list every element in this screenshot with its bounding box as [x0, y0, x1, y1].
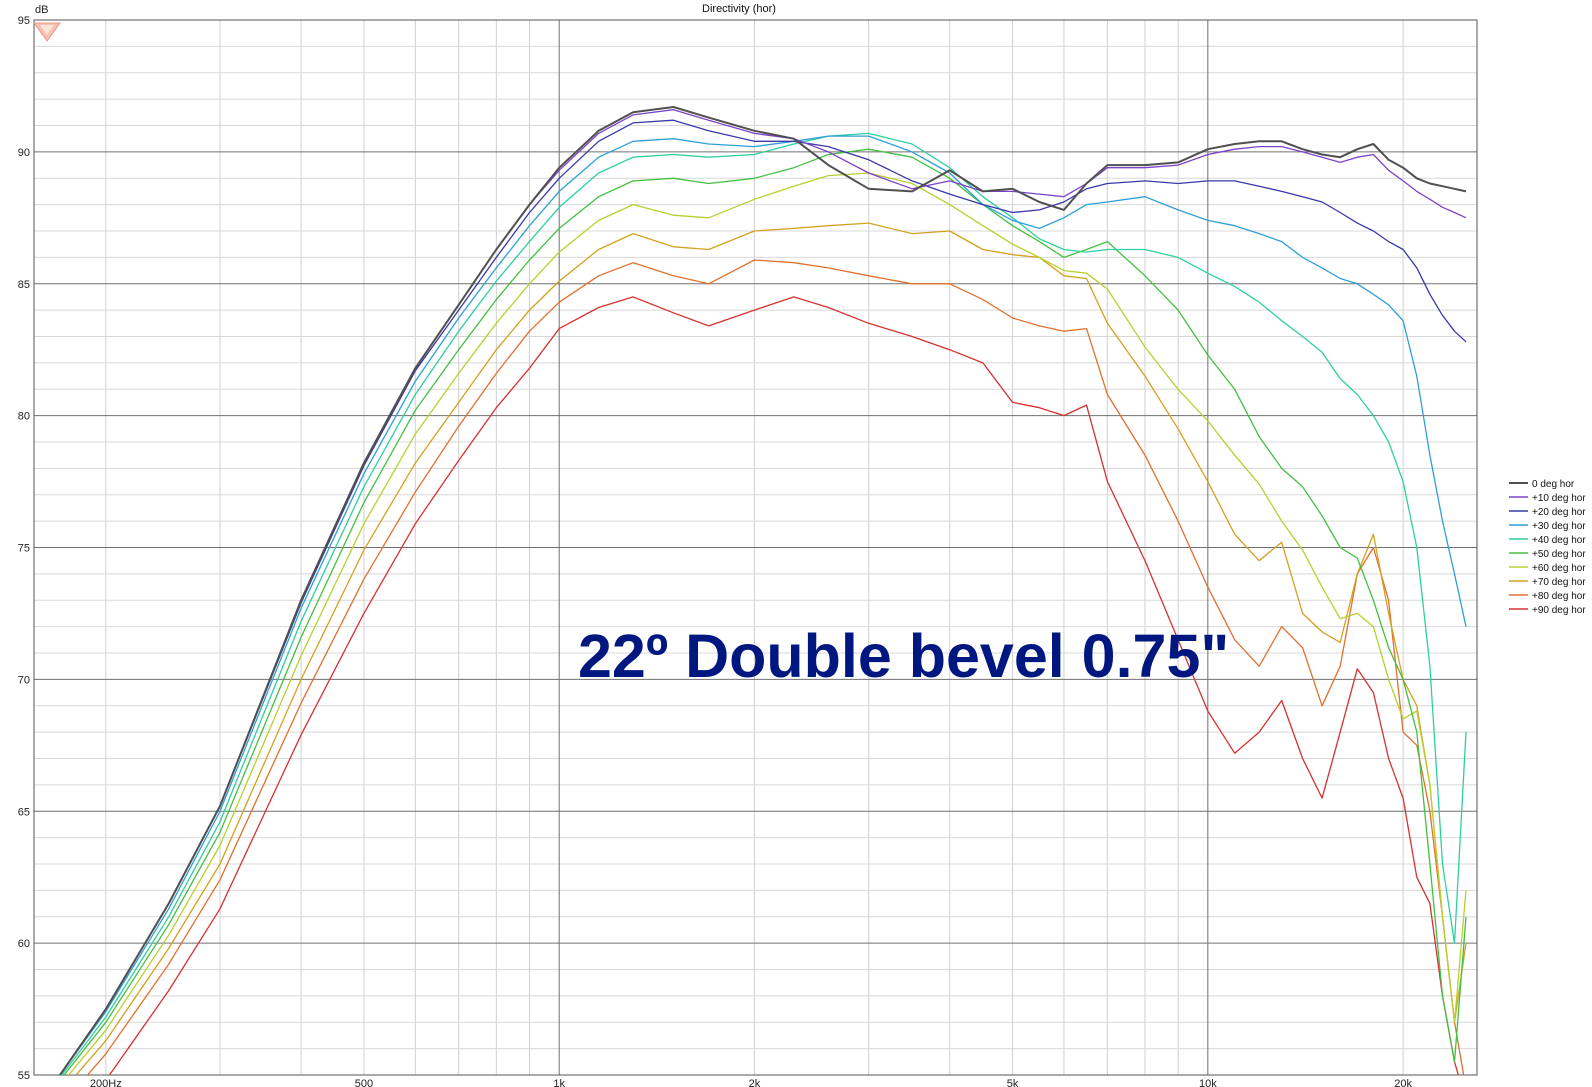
legend-label: +70 deg hor	[1532, 577, 1586, 588]
y-tick-label: 80	[18, 411, 30, 423]
series-line-0-deg-hor	[59, 106, 1467, 1075]
legend-label: +10 deg hor	[1532, 493, 1586, 504]
y-tick-label: 55	[18, 1070, 30, 1082]
x-tick-label: 1k	[553, 1078, 565, 1087]
y-axis-ticks: 95 90 85 80 75 70 65 60 55	[18, 15, 30, 1082]
series-line--90-deg-hor	[108, 296, 1460, 1075]
legend-label: +30 deg hor	[1532, 521, 1586, 532]
chart-title: Directivity (hor)	[702, 3, 776, 15]
x-tick-label: 10k	[1199, 1078, 1217, 1087]
legend-label: 0 deg hor	[1532, 479, 1575, 490]
legend-label: +60 deg hor	[1532, 563, 1586, 574]
series-layer	[59, 106, 1467, 1075]
x-tick-label: 20k	[1394, 1078, 1412, 1087]
y-tick-label: 90	[18, 147, 30, 159]
y-tick-label: 85	[18, 279, 30, 291]
logo-icon	[33, 22, 61, 42]
legend-label: +40 deg hor	[1532, 535, 1586, 546]
series-line--40-deg-hor	[61, 132, 1467, 1075]
legend-label: +80 deg hor	[1532, 591, 1586, 602]
y-tick-label: 65	[18, 806, 30, 818]
x-tick-label: 2k	[749, 1078, 761, 1087]
y-tick-label: 70	[18, 674, 30, 686]
y-axis-label: dB	[35, 4, 48, 16]
series-line--70-deg-hor	[75, 222, 1467, 1075]
series-line--30-deg-hor	[59, 135, 1467, 1075]
series-line--50-deg-hor	[63, 148, 1467, 1075]
plot-frame	[33, 19, 1478, 1076]
x-tick-label: 200Hz	[90, 1078, 122, 1087]
series-line--60-deg-hor	[67, 172, 1467, 1075]
y-tick-label: 95	[18, 15, 30, 27]
legend-label: +20 deg hor	[1532, 507, 1586, 518]
x-tick-label: 500	[355, 1078, 373, 1087]
chart-annotation: 22º Double bevel 0.75"	[578, 622, 1229, 690]
y-tick-label: 60	[18, 938, 30, 950]
legend: 0 deg hor +10 deg hor +20 deg hor +30 deg h…	[1509, 479, 1586, 616]
legend-label: +50 deg hor	[1532, 549, 1586, 560]
series-line--20-deg-hor	[59, 119, 1467, 1075]
y-tick-label: 75	[18, 543, 30, 555]
x-axis-ticks: 200Hz 500 1k 2k 5k 10k 20k	[90, 1078, 1413, 1087]
series-line--80-deg-hor	[86, 259, 1465, 1075]
x-tick-label: 5k	[1007, 1078, 1019, 1087]
legend-label: +90 deg hor	[1532, 605, 1586, 616]
